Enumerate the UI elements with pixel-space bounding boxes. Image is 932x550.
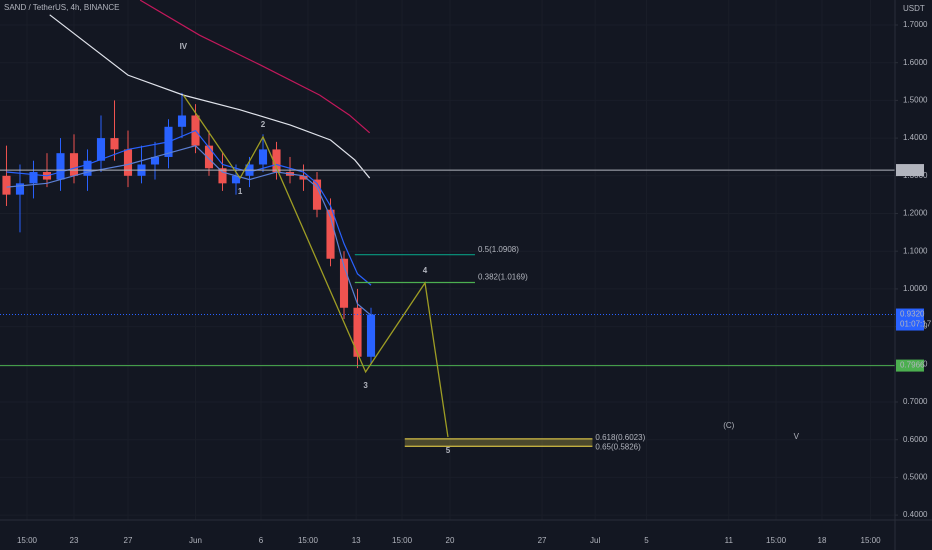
candle-body: [339, 258, 349, 308]
fib-label: 0.382(1.0169): [478, 273, 528, 282]
x-tick-label: 18: [818, 536, 827, 545]
wave-label: 3: [363, 381, 368, 390]
wave-label: 1: [238, 187, 243, 196]
y-tick-label: 1.4000: [903, 133, 928, 142]
x-tick-label: 27: [538, 536, 547, 545]
wave-label: IV: [180, 42, 188, 51]
x-tick-label: 5: [644, 536, 649, 545]
fib-label: 0.5(1.0908): [478, 245, 519, 254]
y-tick-label: 1.6000: [903, 58, 928, 67]
y-tick-label: 1.5000: [903, 96, 928, 105]
moving-average: [6, 129, 372, 286]
candle-body: [123, 149, 133, 176]
x-tick-label: 27: [124, 536, 133, 545]
x-tick-label: 6: [259, 536, 264, 545]
moving-average: [49, 14, 371, 179]
candle-body: [110, 138, 119, 150]
candle-body: [69, 153, 79, 176]
wave-path: [182, 94, 449, 438]
candle-body: [218, 168, 227, 184]
moving-average: [6, 144, 372, 316]
y-tick-label: 0.5000: [903, 473, 928, 482]
candle-body: [83, 160, 92, 176]
fib-zone-label: 0.618(0.6023): [595, 433, 645, 442]
candle-body: [366, 314, 376, 357]
candle-body: [353, 307, 362, 357]
plot-area: IV 1 2 3 4 5 (C) V: [0, 0, 895, 456]
candle-body: [231, 175, 241, 184]
price-tag-label: 0.7966: [900, 361, 925, 370]
wave-label: 5: [446, 446, 451, 455]
x-tick-label: 20: [446, 536, 455, 545]
wave-label: 2: [261, 120, 266, 129]
y-tick-label: 1.7000: [903, 20, 928, 29]
candle-body: [299, 175, 308, 180]
y-tick-label: 1.2000: [903, 209, 928, 218]
x-tick-label: 23: [70, 536, 79, 545]
countdown: 01:07:17: [900, 320, 932, 329]
annotation: V: [794, 432, 800, 441]
x-tick-label: 15:00: [861, 536, 882, 545]
candle-body: [204, 145, 214, 169]
price-tag: [896, 359, 924, 372]
x-tick-label: Jun: [189, 536, 202, 545]
candle-body: [15, 183, 25, 195]
candle-body: [272, 149, 281, 173]
annotation: (C): [723, 421, 734, 430]
fib-zone-label: 0.65(0.5826): [595, 442, 641, 451]
x-tick-label: 11: [725, 536, 734, 545]
x-tick-label: 15:00: [392, 536, 413, 545]
moving-average: [139, 0, 371, 134]
price-tag: [896, 308, 924, 331]
wave-label: 4: [423, 266, 428, 275]
x-tick-label: 15:00: [298, 536, 319, 545]
x-tick-label: 15:00: [766, 536, 787, 545]
candle-body: [326, 209, 335, 259]
y-tick-label: 0.7000: [903, 397, 928, 406]
candle-body: [150, 156, 160, 165]
candle-body: [177, 115, 187, 127]
fib-zone: [404, 438, 593, 447]
chart-title: SAND / TetherUS, 4h, BINANCE: [4, 3, 119, 12]
y-tick-label: 0.6000: [903, 435, 928, 444]
price-tag: [896, 164, 924, 177]
candle-body: [29, 172, 38, 184]
candle-body: [258, 149, 268, 165]
candle-body: [312, 179, 322, 210]
price-tag-label: 0.9320: [900, 310, 925, 319]
candle-body: [56, 153, 65, 180]
x-tick-label: 15:00: [17, 536, 38, 545]
candle-body: [2, 175, 11, 195]
y-unit: USDT: [903, 4, 925, 13]
y-tick-label: 0.4000: [903, 510, 928, 519]
candle-body: [96, 138, 106, 161]
y-tick-label: 1.1000: [903, 246, 928, 255]
y-tick-label: 1.0000: [903, 284, 928, 293]
x-tick-label: Jul: [590, 536, 600, 545]
price-tag-label: 1.3152: [900, 165, 925, 174]
x-tick-label: 13: [352, 536, 361, 545]
